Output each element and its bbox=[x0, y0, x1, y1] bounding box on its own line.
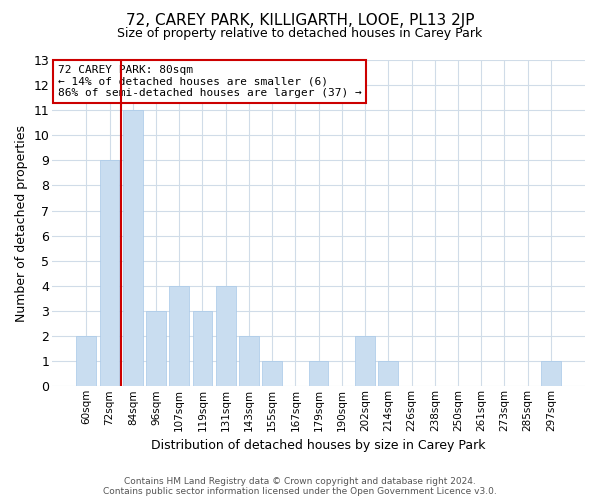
Bar bbox=[76, 336, 96, 386]
Bar bbox=[355, 336, 375, 386]
Bar bbox=[193, 311, 212, 386]
Text: Size of property relative to detached houses in Carey Park: Size of property relative to detached ho… bbox=[118, 28, 482, 40]
Bar bbox=[541, 361, 561, 386]
Bar bbox=[216, 286, 236, 386]
Bar bbox=[100, 160, 119, 386]
Bar bbox=[169, 286, 189, 386]
X-axis label: Distribution of detached houses by size in Carey Park: Distribution of detached houses by size … bbox=[151, 440, 486, 452]
Bar bbox=[379, 361, 398, 386]
Bar bbox=[123, 110, 143, 386]
Bar bbox=[239, 336, 259, 386]
Bar bbox=[146, 311, 166, 386]
Text: 72, CAREY PARK, KILLIGARTH, LOOE, PL13 2JP: 72, CAREY PARK, KILLIGARTH, LOOE, PL13 2… bbox=[126, 12, 474, 28]
Text: Contains HM Land Registry data © Crown copyright and database right 2024.
Contai: Contains HM Land Registry data © Crown c… bbox=[103, 476, 497, 496]
Bar bbox=[262, 361, 282, 386]
Bar bbox=[309, 361, 328, 386]
Text: 72 CAREY PARK: 80sqm
← 14% of detached houses are smaller (6)
86% of semi-detach: 72 CAREY PARK: 80sqm ← 14% of detached h… bbox=[58, 65, 361, 98]
Y-axis label: Number of detached properties: Number of detached properties bbox=[15, 124, 28, 322]
